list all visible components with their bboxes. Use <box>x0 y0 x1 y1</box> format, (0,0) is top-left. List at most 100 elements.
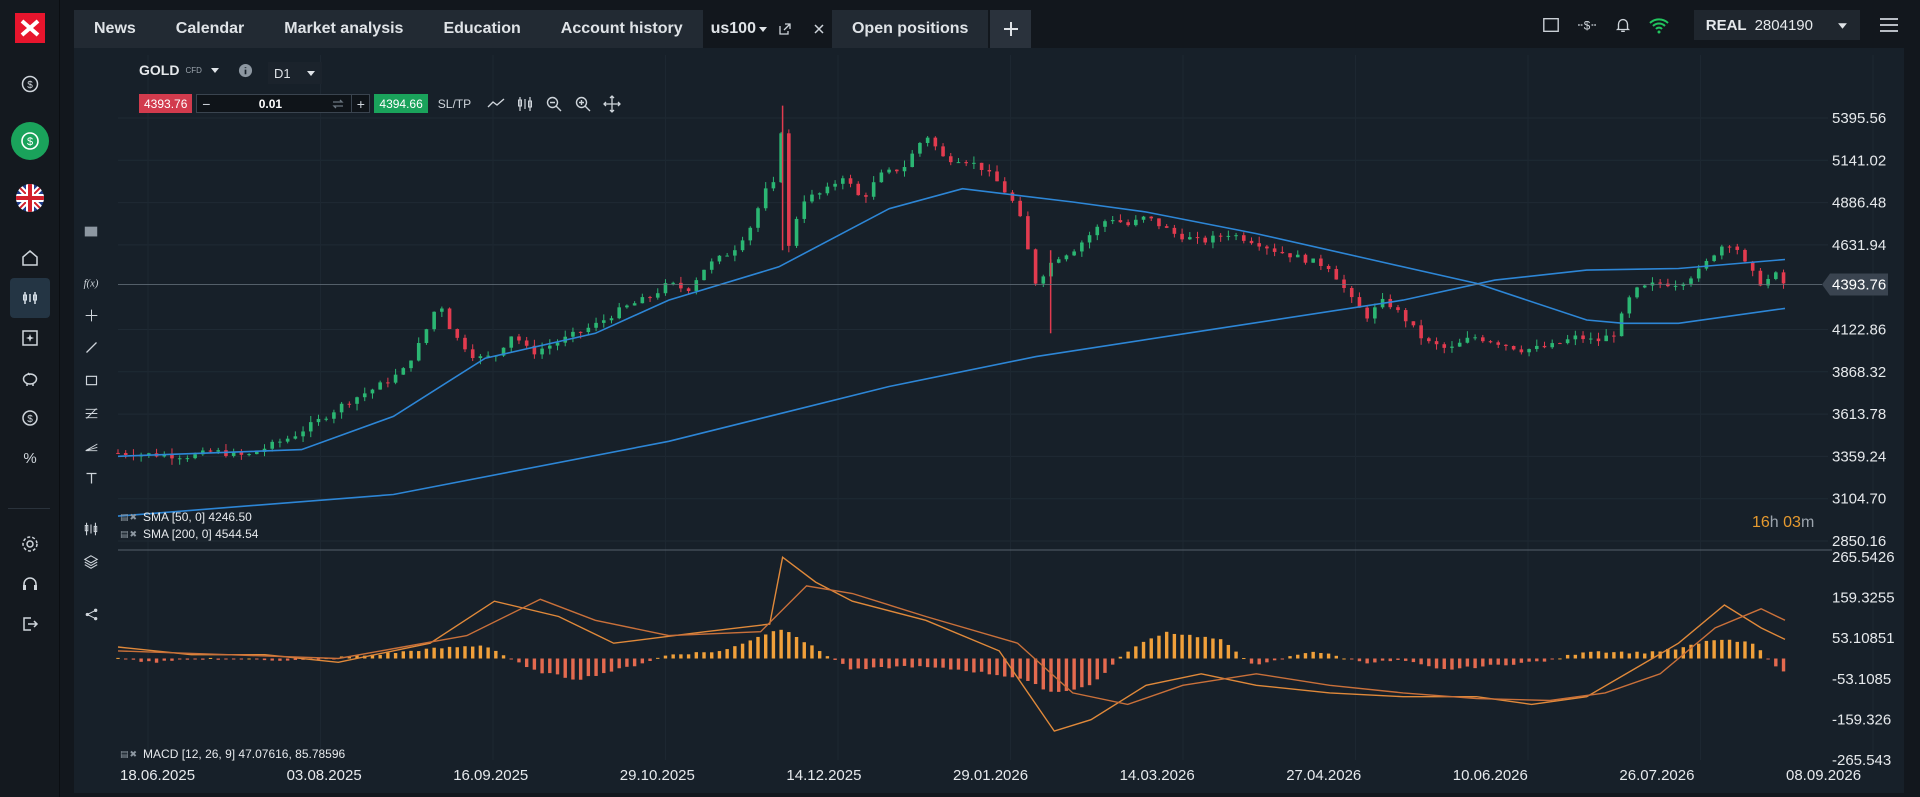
dollar-icon[interactable]: $ <box>10 64 50 104</box>
tab-us100[interactable]: us100 <box>702 10 832 48</box>
macd-histogram-bar <box>1134 646 1138 659</box>
macd-histogram-bar <box>1311 651 1315 659</box>
candle-body <box>987 169 992 172</box>
percent-icon[interactable]: % <box>10 438 50 478</box>
deposit-icon[interactable]: $ <box>10 121 50 161</box>
svg-text:%: % <box>23 450 36 467</box>
fibonacci-icon[interactable] <box>80 402 102 424</box>
uk-flag-icon[interactable] <box>10 178 50 218</box>
increase-volume-button[interactable]: + <box>351 95 369 112</box>
xtb-logo[interactable] <box>10 8 50 48</box>
account-selector[interactable]: REAL 2804190 <box>1693 10 1860 40</box>
candle-body <box>170 454 174 459</box>
macd-histogram-bar <box>648 658 652 662</box>
pitchfork-icon[interactable] <box>80 435 102 457</box>
macd-histogram-bar <box>1218 639 1223 659</box>
zoom-in-icon[interactable] <box>574 95 592 113</box>
macd-histogram-bar <box>879 658 884 668</box>
candle-body <box>278 441 282 443</box>
candle-body <box>486 355 490 357</box>
candle-body <box>810 194 814 202</box>
settings-icon[interactable] <box>10 524 50 564</box>
line-chart-icon[interactable] <box>487 95 505 113</box>
candle-body <box>1056 259 1061 263</box>
macd-legend[interactable]: ▤✖ MACD [12, 26, 9] 47.07616, 85.78596 <box>120 747 345 761</box>
rectangle-icon[interactable] <box>80 369 102 391</box>
timeframe-select[interactable]: D1 <box>268 62 322 84</box>
trend-line-icon[interactable] <box>80 336 102 358</box>
candle-body <box>1272 248 1277 252</box>
tab-education[interactable]: Education <box>423 10 540 48</box>
macd-histogram-bar <box>1380 658 1385 661</box>
wifi-icon <box>1648 14 1670 36</box>
tab-news[interactable]: News <box>74 10 156 48</box>
sell-price-button[interactable]: 4393.76 <box>139 94 193 113</box>
bell-icon[interactable] <box>1612 14 1634 36</box>
buy-price-button[interactable]: 4394.66 <box>374 94 428 113</box>
candles-icon[interactable] <box>516 95 534 113</box>
info-icon[interactable] <box>238 63 253 78</box>
indicator-legend: ▤✖ SMA [50, 0] 4246.50 ▤✖ SMA [200, 0] 454… <box>120 509 258 543</box>
swap-icon[interactable] <box>331 97 345 111</box>
candle-body <box>787 133 791 246</box>
instrument-selector[interactable]: GOLD CFD <box>139 62 253 78</box>
coins-icon[interactable]: $ <box>10 398 50 438</box>
time-axis-label: 10.06.2026 <box>1453 767 1528 784</box>
popout-icon[interactable] <box>778 22 792 36</box>
candle-body <box>1134 219 1138 226</box>
crosshair-icon[interactable] <box>80 304 102 326</box>
sma200-legend[interactable]: ▤✖ SMA [200, 0] 4544.54 <box>120 526 258 543</box>
candle-body <box>532 345 537 355</box>
candle-body <box>1288 253 1292 258</box>
function-icon[interactable]: f(x) <box>80 272 102 294</box>
sltp-button[interactable]: SL/TP <box>437 96 472 111</box>
piggy-bank-icon[interactable] <box>10 358 50 398</box>
tab-account-history[interactable]: Account history <box>541 10 703 48</box>
caret-down-icon[interactable] <box>758 24 768 34</box>
decrease-volume-button[interactable]: − <box>202 95 211 112</box>
text-tool-icon[interactable] <box>80 467 102 489</box>
move-icon[interactable] <box>603 94 622 113</box>
close-icon[interactable] <box>812 22 826 36</box>
window-icon[interactable] <box>1540 14 1562 36</box>
screen-icon[interactable] <box>80 221 102 243</box>
logout-icon[interactable] <box>10 604 50 644</box>
candle-body <box>979 162 984 170</box>
tab-label: Open positions <box>851 20 969 37</box>
candle-body <box>1103 221 1107 227</box>
indicator-controls-icon[interactable]: ▤✖ <box>120 512 139 522</box>
sma50-legend[interactable]: ▤✖ SMA [50, 0] 4246.50 <box>120 509 258 526</box>
candle-body <box>393 374 398 383</box>
macd-histogram-bar <box>1481 658 1485 667</box>
tab-calendar[interactable]: Calendar <box>156 10 264 48</box>
sma50-label: SMA [50, 0] 4246.50 <box>143 510 252 524</box>
tab-open-positions[interactable]: Open positions <box>832 10 990 48</box>
candle-body <box>1149 216 1154 219</box>
currency-exchange-icon[interactable]: $ <box>1576 14 1598 36</box>
candle-body <box>1481 337 1485 342</box>
home-icon[interactable] <box>10 238 50 278</box>
add-tab-button[interactable] <box>989 10 1032 48</box>
candle-body <box>1357 297 1362 308</box>
volume-input[interactable]: 0.01 <box>258 96 283 111</box>
candle-body <box>1450 346 1454 348</box>
volume-stepper[interactable]: − 0.01 + <box>196 94 371 113</box>
indicator-controls-icon[interactable]: ▤✖ <box>120 529 139 539</box>
candle-body <box>339 403 344 413</box>
share-icon[interactable] <box>80 603 102 625</box>
candle-body <box>1126 222 1130 226</box>
headset-icon[interactable] <box>10 564 50 604</box>
tab-market-analysis[interactable]: Market analysis <box>264 10 423 48</box>
hamburger-menu-icon[interactable] <box>1878 14 1900 36</box>
candle-body <box>201 450 205 455</box>
zoom-out-icon[interactable] <box>545 95 563 113</box>
news-icon[interactable] <box>10 318 50 358</box>
chart-icon[interactable] <box>10 278 50 318</box>
macd-histogram-bar <box>417 651 421 659</box>
candle-body <box>1519 349 1524 353</box>
candle-body <box>231 451 236 456</box>
layers-icon[interactable] <box>80 551 102 573</box>
indicators-icon[interactable] <box>80 518 102 540</box>
indicator-controls-icon[interactable]: ▤✖ <box>120 748 139 759</box>
